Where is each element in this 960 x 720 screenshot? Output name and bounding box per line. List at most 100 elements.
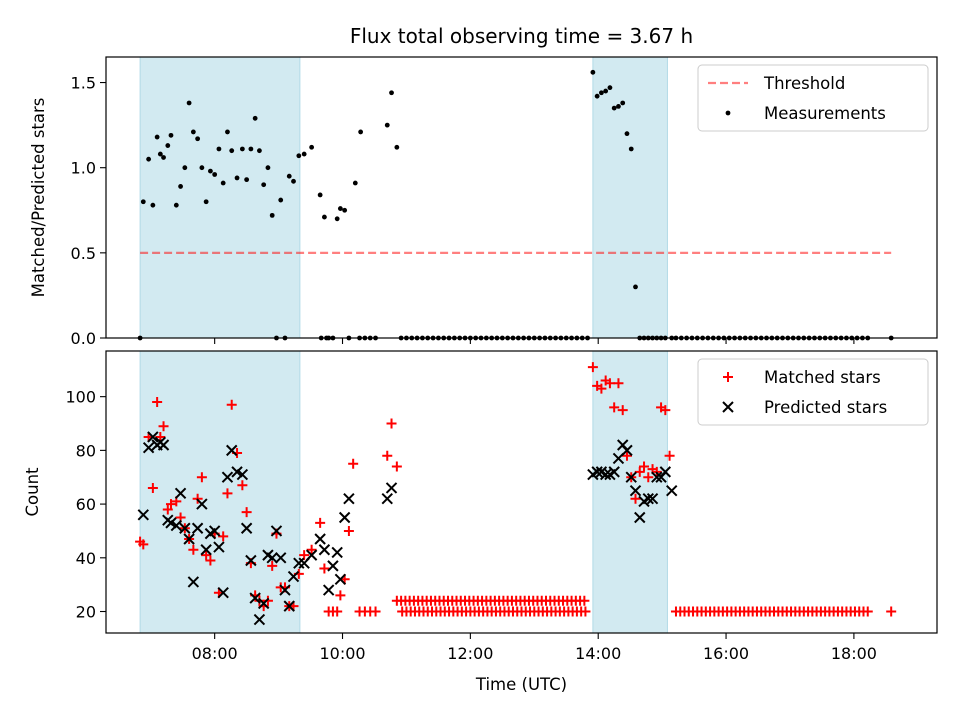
matched-star-point	[386, 418, 397, 429]
panel-1: 20 40 60 80 100 08:00 10:00 12:00 14:00 16:00 18:0…	[23, 350, 938, 694]
x-tick-label: 18:00	[831, 644, 877, 663]
measurement-point	[389, 90, 394, 96]
predicted-star-point	[187, 576, 200, 588]
matched-star-point	[621, 450, 632, 461]
x-axis-title: Time (UTC)	[475, 675, 567, 694]
measurement-point	[620, 100, 626, 106]
axes-frame	[105, 350, 938, 634]
legend-predicted-swatch	[722, 401, 734, 413]
matched-star-point	[241, 507, 252, 518]
matched-star-point	[580, 606, 591, 617]
measurement-point	[146, 156, 152, 162]
measurement-point	[603, 88, 609, 94]
measurement-point	[157, 151, 163, 157]
matched-star-point	[201, 550, 212, 561]
chart-title: Flux total observing time = 3.67 h	[350, 24, 693, 48]
measurement-point	[594, 93, 600, 99]
measurement-point	[252, 115, 258, 121]
predicted-star-point	[217, 587, 229, 599]
predicted-star-point	[179, 522, 191, 534]
matched-star-point	[886, 606, 897, 617]
matched-star-point	[639, 461, 650, 472]
predicted-star-point	[385, 482, 398, 494]
predicted-star-point	[157, 439, 170, 451]
measurement-point	[190, 129, 196, 135]
predicted-star-point	[249, 592, 261, 604]
measurement-point	[628, 146, 634, 152]
measurement-point	[208, 168, 213, 174]
predicted-star-point	[266, 552, 278, 564]
predicted-star-point	[283, 600, 295, 612]
matched-star-point	[188, 544, 199, 555]
measurement-point	[599, 90, 604, 96]
matched-star-point	[254, 595, 265, 606]
matched-star-point	[147, 482, 158, 493]
axes-frame	[105, 56, 938, 339]
legend-measurement-swatch	[725, 110, 731, 116]
predicted-star-point	[245, 554, 257, 567]
matched-star-point	[237, 480, 248, 491]
predicted-star-point	[625, 471, 637, 483]
legend: Threshold Measurements	[697, 64, 929, 132]
legend-box	[697, 358, 929, 426]
matched-star-point	[613, 378, 624, 389]
shaded-interval	[592, 56, 668, 339]
matched-star-point	[604, 378, 615, 389]
matched-star-point	[222, 488, 233, 499]
matched-star-point	[306, 544, 317, 555]
measurement-point	[265, 165, 271, 171]
predicted-star-point	[287, 570, 300, 583]
measurement-point	[261, 182, 267, 188]
matched-star-point	[335, 590, 346, 601]
predicted-star-point	[270, 525, 283, 537]
predicted-star-point	[331, 546, 343, 559]
legend: Matched stars Predicted stars	[697, 358, 929, 426]
y-axis-title: Matched/Predicted stars	[29, 98, 48, 298]
measurement-point	[278, 197, 284, 203]
predicted-star-point	[196, 498, 208, 510]
matched-star-point	[617, 405, 628, 416]
x-tick-label: 10:00	[319, 644, 365, 663]
predicted-star-point	[191, 522, 204, 534]
matched-star-point	[370, 606, 381, 617]
matched-star-point	[332, 606, 343, 617]
predicted-star-point	[226, 444, 238, 457]
predicted-star-point	[666, 484, 678, 497]
matched-star-point	[165, 499, 176, 510]
matched-star-point	[587, 362, 598, 373]
measurement-point	[337, 206, 343, 211]
predicted-star-point	[147, 431, 159, 443]
measurement-point	[173, 202, 179, 208]
matched-star-point	[319, 563, 330, 574]
measurement-point	[624, 131, 630, 137]
measurement-point	[216, 146, 222, 152]
predicted-star-point	[629, 484, 642, 497]
predicted-star-point	[621, 444, 633, 457]
measurement-point	[611, 105, 617, 111]
predicted-star-point	[327, 560, 339, 572]
predicted-star-point	[334, 573, 347, 585]
measurement-point	[234, 175, 240, 181]
matched-star-point	[660, 405, 671, 416]
measurement-point	[165, 143, 171, 148]
measurement-point	[322, 214, 327, 220]
matched-star-point	[664, 450, 675, 461]
y-tick-label: 40	[76, 549, 96, 568]
predicted-star-point	[279, 584, 291, 596]
measurement-point	[394, 144, 400, 150]
y-tick-label: 0.5	[71, 244, 96, 263]
measurement-point	[199, 165, 205, 171]
measurement-point	[358, 129, 364, 135]
matched-star-point	[226, 399, 237, 410]
x-tick-label: 14:00	[575, 644, 621, 663]
measurement-point	[168, 132, 174, 138]
y-tick-label: 100	[65, 388, 96, 407]
predicted-star-point	[599, 468, 612, 481]
matched-star-point	[158, 421, 169, 432]
matched-star-point	[391, 461, 402, 472]
predicted-star-point	[314, 533, 326, 545]
measurement-point	[239, 146, 245, 152]
predicted-star-point	[142, 441, 155, 454]
predicted-star-point	[381, 493, 393, 505]
